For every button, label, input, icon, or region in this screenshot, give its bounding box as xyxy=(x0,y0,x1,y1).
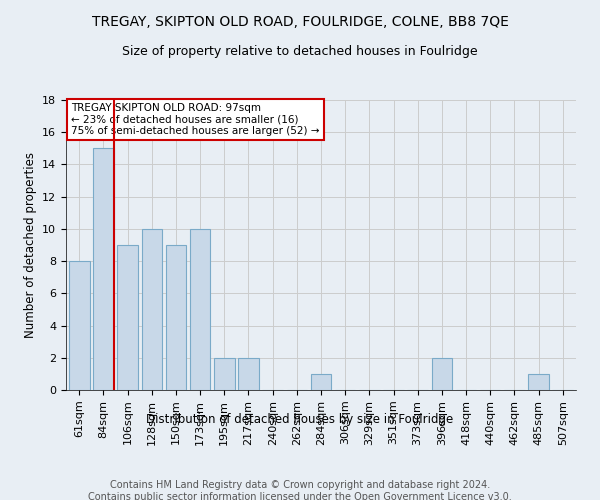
Bar xyxy=(93,148,114,390)
Bar xyxy=(238,358,259,390)
Text: TREGAY, SKIPTON OLD ROAD, FOULRIDGE, COLNE, BB8 7QE: TREGAY, SKIPTON OLD ROAD, FOULRIDGE, COL… xyxy=(92,15,508,29)
Text: Size of property relative to detached houses in Foulridge: Size of property relative to detached ho… xyxy=(122,45,478,58)
Bar xyxy=(69,261,89,390)
Bar xyxy=(142,229,162,390)
Text: Distribution of detached houses by size in Foulridge: Distribution of detached houses by size … xyxy=(146,412,454,426)
Bar xyxy=(431,358,452,390)
Bar xyxy=(528,374,549,390)
Bar xyxy=(166,245,186,390)
Bar xyxy=(118,245,138,390)
Bar xyxy=(214,358,235,390)
Text: TREGAY SKIPTON OLD ROAD: 97sqm
← 23% of detached houses are smaller (16)
75% of : TREGAY SKIPTON OLD ROAD: 97sqm ← 23% of … xyxy=(71,103,320,136)
Y-axis label: Number of detached properties: Number of detached properties xyxy=(23,152,37,338)
Bar xyxy=(311,374,331,390)
Text: Contains HM Land Registry data © Crown copyright and database right 2024.
Contai: Contains HM Land Registry data © Crown c… xyxy=(88,480,512,500)
Bar xyxy=(190,229,211,390)
